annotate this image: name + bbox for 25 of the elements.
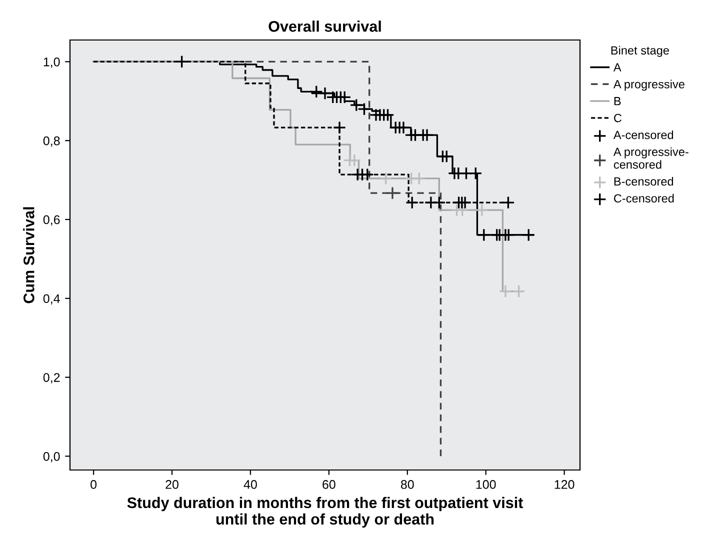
y-tick-label: 0,0 [43,452,60,462]
x-tick-label: 40 [244,480,257,489]
x-tick-label: 120 [554,480,574,489]
y-tick-label: 0,6 [43,215,60,226]
legend-label: A-censored [613,130,674,140]
x-axis-title: Study duration in months from the first outpatient visit until the end of study or death [127,496,524,528]
x-tick-label: 60 [322,480,336,489]
legend-label: A [613,63,622,72]
x-tick-label: 0 [90,480,97,489]
legend-label: C-censored [614,194,674,203]
x-tick-label: 100 [476,480,496,489]
legend-title: Binet stage [611,46,669,57]
x-tick-label: 80 [400,480,414,489]
legend-label: A progressive- censored [613,147,688,169]
y-tick-label: 0,4 [43,294,60,305]
legend-label: B [614,97,621,106]
legend-label: B-censored [614,176,674,186]
x-tick-label: 20 [166,480,178,489]
y-tick-label: 0,2 [43,373,60,384]
y-tick-label: 1,0 [44,58,60,68]
legend-label: C [614,114,622,122]
legend-label: A progressive [613,80,684,91]
chart-title: Overall survival [268,20,381,32]
y-axis-title: Cum Survival [23,207,34,304]
y-tick-label: 0,8 [43,136,60,147]
